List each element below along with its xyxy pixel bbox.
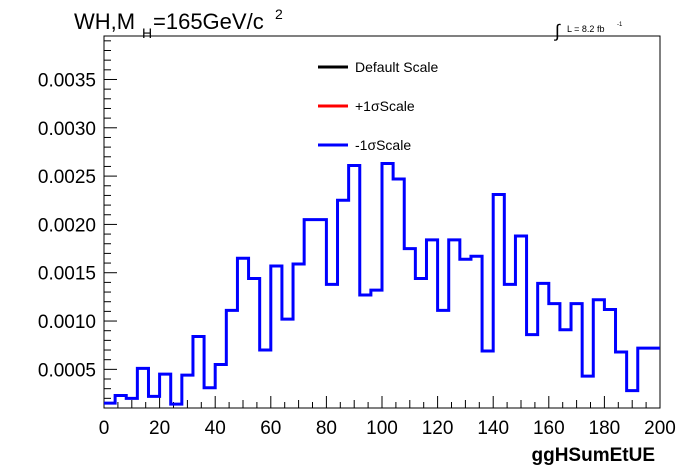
histogram-bin: [549, 302, 560, 306]
histogram-bin: [616, 350, 627, 354]
x-axis: 0 20 40 60 80 100 120 140 160 180 200: [99, 396, 676, 439]
histogram-bin: [449, 238, 460, 242]
histogram-bin: [404, 247, 415, 251]
histogram-bin: [415, 277, 426, 281]
title-superscript: 2: [275, 6, 283, 22]
histogram-series-line: [104, 162, 660, 406]
histogram-bin: [382, 162, 393, 166]
histogram-bin: [426, 238, 437, 242]
histogram-bin: [438, 308, 449, 312]
histogram-bin: [237, 256, 248, 260]
x-tick-label: 120: [422, 418, 454, 439]
x-tick-label: 180: [589, 418, 621, 439]
histogram-bin: [560, 328, 571, 332]
histogram-bin: [315, 218, 326, 222]
histogram-bin: [182, 373, 193, 377]
histogram-bin: [171, 402, 182, 406]
chart-title: WH,M H =165GeV/c 2: [74, 6, 283, 41]
x-tick-label: 80: [316, 418, 337, 439]
histogram-bin: [538, 281, 549, 285]
y-tick-label: 0.0010: [38, 312, 96, 333]
y-tick-label: 0.0035: [38, 70, 96, 91]
x-axis-label: ggHSumEtUE: [532, 445, 656, 466]
x-tick-label: 140: [477, 418, 509, 439]
x-tick-label: 60: [260, 418, 281, 439]
histogram-bin: [593, 298, 604, 302]
histogram-bin: [249, 277, 260, 281]
x-tick-label: 100: [366, 418, 398, 439]
title-tail: =165GeV/c: [153, 9, 264, 34]
histogram-bin: [126, 396, 137, 400]
histogram-bin: [582, 374, 593, 378]
histogram-bin: [293, 262, 304, 266]
luminosity-label: ∫ L = 8.2 fb -1: [553, 21, 623, 41]
histogram-bin: [115, 393, 126, 397]
histogram-bin: [326, 282, 337, 286]
histogram-bin: [627, 389, 638, 393]
histogram-bin: [204, 386, 215, 390]
y-tick-label: 0.0020: [38, 215, 96, 236]
histogram-bin: [571, 302, 582, 306]
histogram-bin: [393, 177, 404, 181]
histogram-bin: [338, 198, 349, 202]
histogram-bin: [504, 282, 515, 286]
histogram-bin: [271, 264, 282, 268]
title-subscript: H: [142, 25, 152, 41]
histogram-bin: [137, 366, 148, 370]
histogram-bin: [482, 349, 493, 353]
histogram-bin: [638, 346, 649, 350]
histogram-bin: [104, 401, 115, 405]
histogram-bin: [371, 288, 382, 292]
histogram-bin: [515, 234, 526, 238]
legend-label-minus1sigma: -1σScale: [355, 137, 411, 153]
histogram-bin: [649, 346, 660, 350]
y-tick-label: 0.0015: [38, 264, 96, 285]
histogram-bin: [304, 218, 315, 222]
histogram-bin: [349, 163, 360, 167]
series-layer: [104, 162, 660, 406]
x-tick-label: 40: [205, 418, 226, 439]
histogram-bin: [460, 257, 471, 261]
histogram-bin: [160, 372, 171, 376]
histogram-bin: [215, 363, 226, 367]
title-main: WH,M: [74, 9, 135, 34]
legend-label-plus1sigma: +1σScale: [355, 98, 415, 114]
y-tick-label: 0.0025: [38, 167, 96, 188]
histogram-bin: [471, 254, 482, 258]
histogram-bin: [604, 307, 615, 311]
x-tick-label: 160: [533, 418, 565, 439]
histogram-bin: [193, 334, 204, 338]
y-tick-label: 0.0030: [38, 119, 96, 140]
x-tick-label: 200: [644, 418, 676, 439]
histogram-bin: [148, 394, 159, 398]
histogram-bin: [260, 348, 271, 352]
legend: Default Scale +1σScale -1σScale: [318, 59, 438, 153]
y-tick-label: 0.0005: [38, 360, 96, 381]
histogram-bin: [282, 317, 293, 321]
histogram-bin: [527, 333, 538, 337]
histogram-bin: [360, 293, 371, 297]
x-tick-label: 20: [149, 418, 170, 439]
lumi-text: L = 8.2 fb: [567, 24, 604, 34]
y-axis: 0.0005 0.0010 0.0015 0.0020 0.0025 0.0030 0.00…: [38, 40, 117, 399]
integral-sign-icon: ∫: [553, 21, 561, 41]
legend-label-default: Default Scale: [355, 59, 438, 75]
x-tick-label: 0: [99, 418, 110, 439]
histogram-bin: [226, 308, 237, 312]
histogram-bin: [493, 192, 504, 196]
lumi-superscript: -1: [617, 22, 623, 28]
